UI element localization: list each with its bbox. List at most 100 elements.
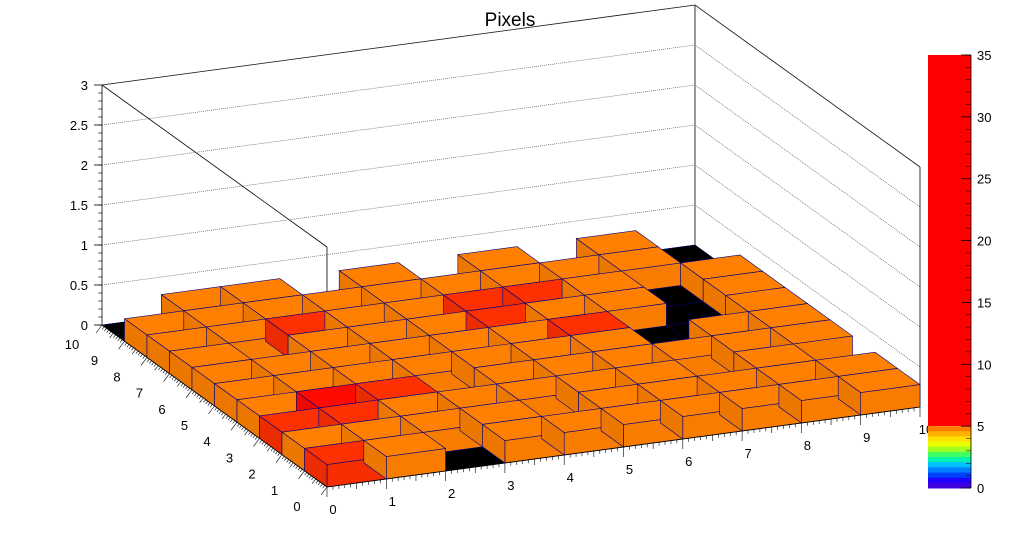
y-tick-label: 10 bbox=[65, 337, 79, 352]
colorbar-segment bbox=[928, 441, 971, 448]
y-tick-label: 7 bbox=[136, 386, 143, 401]
y-tick-label: 9 bbox=[91, 353, 98, 368]
y-minor-tick bbox=[187, 387, 190, 392]
y-minor-tick bbox=[230, 418, 233, 422]
y-minor-tick bbox=[241, 426, 244, 431]
y-minor-tick bbox=[266, 444, 269, 448]
y-tick-label: 3 bbox=[226, 450, 233, 465]
y-minor-tick bbox=[149, 360, 152, 364]
colorbar-tick-label: 5 bbox=[977, 419, 984, 434]
y-minor-tick bbox=[250, 433, 253, 437]
y-minor-tick bbox=[203, 399, 206, 403]
bar-side bbox=[482, 423, 506, 464]
y-tick bbox=[253, 438, 260, 447]
y-tick-label: 8 bbox=[113, 369, 120, 384]
z-tick-label: 3 bbox=[81, 78, 88, 93]
y-minor-tick bbox=[214, 407, 217, 411]
y-minor-tick bbox=[293, 464, 296, 468]
y-tick bbox=[185, 389, 193, 398]
y-minor-tick bbox=[191, 391, 195, 395]
y-minor-tick bbox=[119, 339, 123, 343]
y-minor-tick bbox=[244, 430, 249, 436]
y-tick-label: 4 bbox=[203, 434, 210, 449]
y-minor-tick bbox=[259, 439, 262, 444]
z-tick-label: 1 bbox=[81, 238, 88, 253]
y-minor-tick bbox=[209, 404, 213, 408]
colorbar-segment bbox=[928, 436, 971, 443]
y-tick bbox=[208, 405, 215, 415]
bar-side bbox=[837, 375, 862, 416]
colorbar-tick-label: 20 bbox=[977, 234, 991, 249]
x-tick-label: 4 bbox=[567, 470, 574, 485]
y-minor-tick bbox=[284, 457, 287, 461]
y-minor-tick bbox=[176, 379, 179, 384]
y-minor-tick bbox=[169, 375, 172, 379]
y-minor-tick bbox=[146, 358, 150, 363]
y-minor-tick bbox=[207, 402, 211, 406]
y-tick bbox=[118, 341, 125, 350]
x-tick-label: 2 bbox=[448, 486, 455, 501]
z-gridline bbox=[101, 124, 921, 288]
y-minor-tick bbox=[304, 472, 307, 476]
y-minor-tick bbox=[277, 452, 280, 456]
y-minor-tick bbox=[142, 355, 145, 359]
y-minor-tick bbox=[162, 370, 166, 374]
y-minor-tick bbox=[311, 478, 316, 484]
bar-side bbox=[719, 391, 743, 432]
bars bbox=[123, 230, 921, 488]
y-minor-tick bbox=[320, 483, 323, 487]
y-minor-tick bbox=[104, 328, 107, 332]
y-minor-tick bbox=[109, 332, 114, 339]
x-tick-label: 8 bbox=[804, 438, 811, 453]
y-minor-tick bbox=[101, 326, 105, 330]
bar-side bbox=[778, 383, 802, 424]
y-minor-tick bbox=[306, 473, 310, 478]
y-minor-tick bbox=[266, 446, 271, 452]
y-minor-tick bbox=[248, 431, 251, 435]
y-minor-tick bbox=[221, 413, 226, 420]
colorbar-segment bbox=[928, 462, 971, 468]
colorbar-tick-label: 35 bbox=[977, 48, 991, 63]
colorbar-segment bbox=[928, 431, 971, 437]
y-tick bbox=[275, 454, 283, 463]
y-tick-label: 1 bbox=[271, 483, 278, 498]
y-minor-tick bbox=[225, 415, 229, 419]
colorbar-segment bbox=[928, 451, 971, 458]
y-minor-tick bbox=[126, 344, 130, 348]
y-minor-tick bbox=[227, 417, 231, 421]
y-tick bbox=[320, 486, 328, 496]
y-minor-tick bbox=[185, 386, 188, 390]
y-minor-tick bbox=[288, 460, 292, 465]
y-minor-tick bbox=[299, 468, 303, 473]
y-minor-tick bbox=[196, 394, 199, 398]
colorbar-segment bbox=[928, 472, 971, 479]
y-minor-tick bbox=[236, 423, 240, 427]
y-minor-tick bbox=[194, 392, 197, 397]
bar bbox=[837, 368, 921, 416]
bar bbox=[583, 286, 668, 335]
x-tick-label: 9 bbox=[863, 430, 870, 445]
y-minor-tick bbox=[317, 481, 321, 486]
y-minor-tick bbox=[182, 384, 186, 388]
colorbar-tick-label: 30 bbox=[977, 110, 991, 125]
y-minor-tick bbox=[158, 366, 161, 371]
y-minor-tick bbox=[221, 412, 224, 416]
x-tick-label: 0 bbox=[329, 502, 336, 517]
y-tick bbox=[298, 470, 305, 479]
y-minor-tick bbox=[113, 334, 116, 338]
y-tick bbox=[230, 422, 238, 431]
colorbar-segment bbox=[928, 426, 971, 432]
y-minor-tick bbox=[311, 477, 314, 481]
z-gridline bbox=[101, 164, 921, 328]
y-minor-tick bbox=[272, 449, 276, 453]
colorbar-tick-label: 0 bbox=[977, 481, 984, 496]
y-minor-tick bbox=[216, 409, 220, 413]
bar-side bbox=[541, 415, 565, 456]
y-minor-tick bbox=[315, 480, 319, 484]
y-minor-tick bbox=[108, 331, 112, 335]
y-minor-tick bbox=[153, 363, 157, 367]
y-minor-tick bbox=[117, 337, 121, 341]
y-minor-tick bbox=[239, 425, 242, 429]
y-minor-tick bbox=[198, 396, 202, 400]
